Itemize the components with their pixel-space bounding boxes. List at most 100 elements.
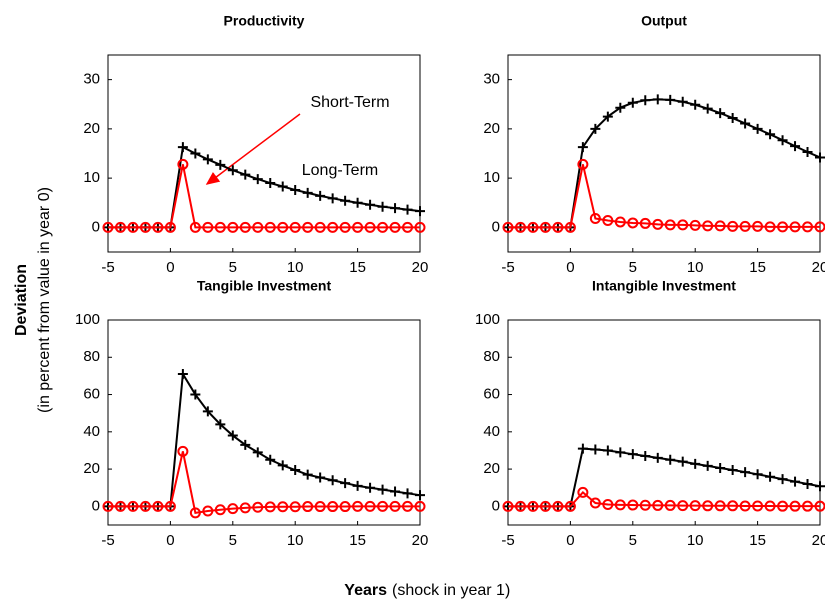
series-line	[108, 451, 420, 515]
point-marker	[752, 123, 763, 134]
y-tick-label: 30	[83, 71, 100, 88]
x-tick-label: 0	[166, 532, 174, 549]
point-marker	[290, 465, 301, 476]
point-marker	[352, 500, 364, 512]
y-tick-label: 100	[75, 311, 100, 328]
point-marker	[239, 221, 251, 233]
point-marker	[589, 213, 601, 225]
point-marker	[252, 501, 264, 513]
point-marker	[215, 159, 226, 170]
x-tick-label: 20	[812, 532, 825, 549]
point-marker	[102, 221, 114, 233]
point-marker	[789, 221, 801, 233]
point-marker	[340, 195, 351, 206]
point-marker	[352, 480, 363, 491]
series-line	[508, 98, 821, 229]
point-marker	[327, 475, 338, 486]
point-marker	[689, 500, 701, 512]
y-tick-label: 100	[475, 311, 500, 328]
x-tick-label: 5	[629, 532, 637, 549]
point-marker	[764, 500, 776, 512]
point-marker	[514, 500, 526, 512]
point-marker	[664, 219, 676, 231]
point-marker	[602, 111, 613, 122]
x-tick-label: 15	[349, 532, 366, 549]
x-tick-label: 5	[229, 259, 237, 276]
point-marker	[652, 499, 664, 511]
point-marker	[352, 221, 364, 233]
point-marker	[177, 158, 189, 170]
point-marker	[377, 500, 389, 512]
point-marker	[302, 221, 314, 233]
point-marker	[539, 500, 551, 512]
point-marker	[627, 217, 639, 229]
point-marker	[402, 204, 413, 215]
y-tick-label: 80	[83, 348, 100, 365]
point-marker	[602, 214, 614, 226]
y-tick-label: 60	[83, 386, 100, 403]
point-marker	[689, 219, 701, 231]
x-tick-label: -5	[101, 259, 114, 276]
point-marker	[739, 500, 751, 512]
x-tick-label: 20	[812, 259, 825, 276]
point-marker	[777, 135, 788, 146]
point-marker	[377, 201, 388, 212]
x-tick-label: 10	[287, 532, 304, 549]
point-marker	[677, 500, 689, 512]
point-marker	[152, 500, 164, 512]
point-marker	[664, 499, 676, 511]
point-marker	[677, 456, 688, 467]
point-marker	[677, 219, 689, 231]
x-tick-label: 0	[566, 259, 574, 276]
point-marker	[414, 500, 426, 512]
series-line	[108, 370, 421, 508]
point-marker	[340, 478, 351, 489]
point-marker	[752, 220, 764, 232]
point-marker	[177, 445, 189, 457]
point-marker	[765, 471, 776, 482]
point-marker	[339, 221, 351, 233]
point-marker	[240, 169, 251, 180]
x-tick-label: 0	[566, 532, 574, 549]
point-marker	[390, 203, 401, 214]
panel-title: Productivity	[224, 13, 305, 29]
point-marker	[215, 419, 226, 430]
y-tick-label: 40	[83, 423, 100, 440]
point-marker	[690, 458, 701, 469]
point-marker	[564, 221, 576, 233]
y-tick-label: 10	[483, 169, 500, 186]
point-marker	[652, 94, 663, 105]
x-tick-label: 0	[166, 259, 174, 276]
point-marker	[277, 501, 289, 513]
point-marker	[277, 460, 288, 471]
plot-frame	[507, 319, 821, 526]
point-marker	[614, 499, 626, 511]
point-marker	[302, 501, 314, 513]
point-marker	[789, 500, 801, 512]
point-marker	[527, 500, 539, 512]
point-marker	[627, 449, 638, 460]
point-marker	[590, 444, 601, 455]
point-marker	[577, 142, 588, 153]
point-marker	[602, 499, 614, 510]
point-marker	[402, 488, 413, 499]
point-marker	[289, 221, 301, 233]
point-marker	[727, 220, 739, 232]
point-marker	[227, 165, 238, 176]
point-marker	[227, 430, 238, 441]
x-label-bold: Years	[344, 582, 387, 599]
point-marker	[177, 142, 188, 153]
point-marker	[764, 221, 776, 233]
y-tick-label: 0	[492, 497, 500, 514]
point-marker	[190, 148, 201, 159]
point-marker	[702, 500, 714, 512]
point-marker	[777, 221, 789, 233]
point-marker	[414, 221, 426, 233]
point-marker	[714, 220, 726, 232]
point-marker	[240, 439, 251, 450]
x-tick-label: 10	[687, 259, 704, 276]
series-line	[508, 490, 820, 508]
point-marker	[802, 221, 814, 233]
point-marker	[752, 469, 763, 480]
point-marker	[502, 221, 514, 233]
